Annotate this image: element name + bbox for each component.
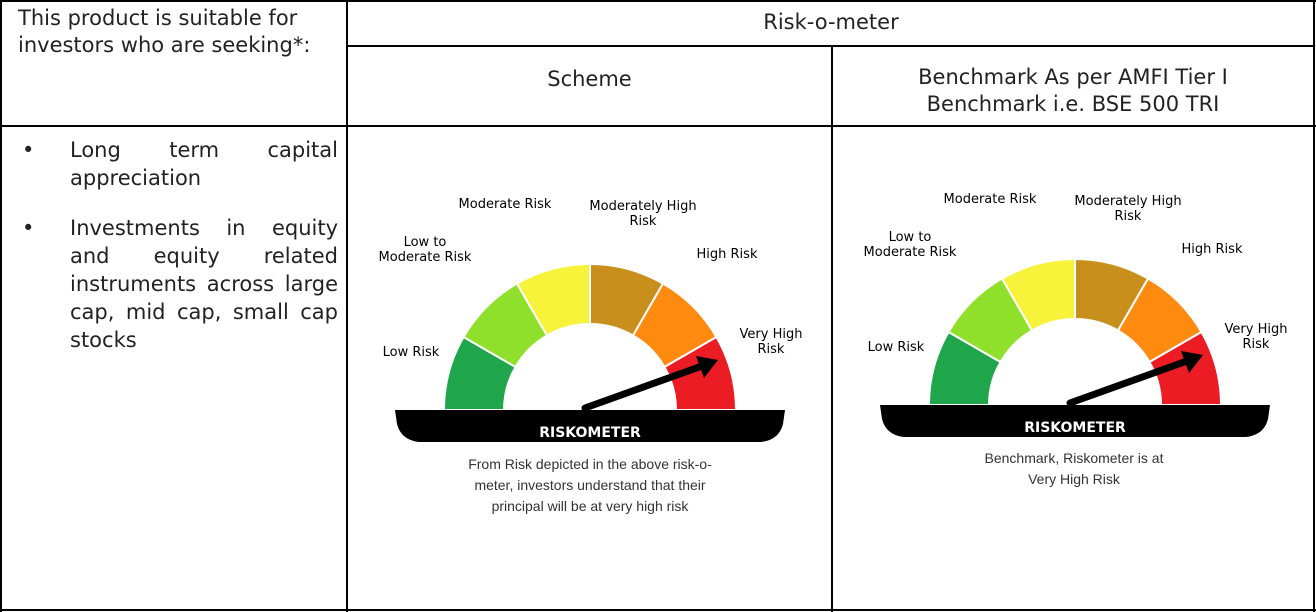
gauge-label-very_high: Very High Risk xyxy=(1225,322,1288,352)
caption-line: From Risk depicted in the above risk-o- xyxy=(468,456,712,472)
table-border-right xyxy=(1313,0,1315,612)
suitability-header: This product is suitable for investors w… xyxy=(18,6,311,57)
gauge-label-low_moderate: Low to Moderate Risk xyxy=(379,235,472,265)
needle-arrow-icon xyxy=(696,356,718,378)
needle-arrow-icon xyxy=(1181,351,1203,373)
risk-o-meter-header: Risk-o-meter xyxy=(763,10,899,34)
scheme-header: Scheme xyxy=(547,67,632,91)
table-border-col1 xyxy=(346,0,348,612)
benchmark-header: Benchmark As per AMFI Tier I Benchmark i… xyxy=(918,65,1228,116)
riskometer-base-bar xyxy=(395,410,785,442)
bullet-icon: • xyxy=(22,216,35,240)
gauge-label-high: High Risk xyxy=(1182,242,1243,257)
benchmark-riskometer-caption: Benchmark, Riskometer is at Very High Ri… xyxy=(864,448,1284,490)
gauge-label-moderate: Moderate Risk xyxy=(944,192,1037,207)
gauge-label-moderate: Moderate Risk xyxy=(459,197,552,212)
investment-objectives-list: • Long term capital appreciation • Investm… xyxy=(22,136,338,376)
bullet-icon: • xyxy=(22,138,35,162)
riskometer-base-bar xyxy=(880,405,1270,437)
gauge-segment-very_high xyxy=(663,335,738,411)
needle xyxy=(581,362,706,412)
gauge-label-moderately_high: Moderately High Risk xyxy=(1074,194,1181,224)
scheme-riskometer: RISKOMETER Low Risk Low to Moderate Risk Mod… xyxy=(379,197,803,442)
gauge-label-high: High Risk xyxy=(697,247,758,262)
gauge-label-low: Low Risk xyxy=(383,345,440,360)
riskometer-bar-label: RISKOMETER xyxy=(539,425,641,441)
benchmark-riskometer: RISKOMETER Low Risk Low to Moderate Risk Mod… xyxy=(864,192,1288,437)
caption-line: meter, investors understand that their xyxy=(474,477,706,493)
needle xyxy=(1066,357,1191,407)
table-border-bottom xyxy=(0,609,1316,611)
gauge-label-low: Low Risk xyxy=(868,340,925,355)
gauge-label-moderately_high: Moderately High Risk xyxy=(589,199,696,229)
table-border-left xyxy=(0,0,2,612)
caption-line: Very High Risk xyxy=(1028,471,1120,487)
table-border-header-bottom xyxy=(0,125,1316,127)
table-border-col2 xyxy=(831,46,833,612)
gauge-segment-very_high xyxy=(1148,330,1223,406)
gauge-label-very_high: Very High Risk xyxy=(740,327,803,357)
gauge-label-low_moderate: Low to Moderate Risk xyxy=(864,230,957,260)
table-border-top xyxy=(0,0,1316,2)
objective-item: • Investments in equity and equity relate… xyxy=(22,216,338,352)
scheme-riskometer-caption: From Risk depicted in the above risk-o- … xyxy=(380,454,800,517)
riskometer-bar-label: RISKOMETER xyxy=(1024,420,1126,436)
table-border-subheader xyxy=(347,45,1315,47)
caption-line: Benchmark, Riskometer is at xyxy=(984,450,1164,466)
objective-item: • Long term capital appreciation xyxy=(22,138,338,190)
caption-line: principal will be at very high risk xyxy=(491,498,689,514)
